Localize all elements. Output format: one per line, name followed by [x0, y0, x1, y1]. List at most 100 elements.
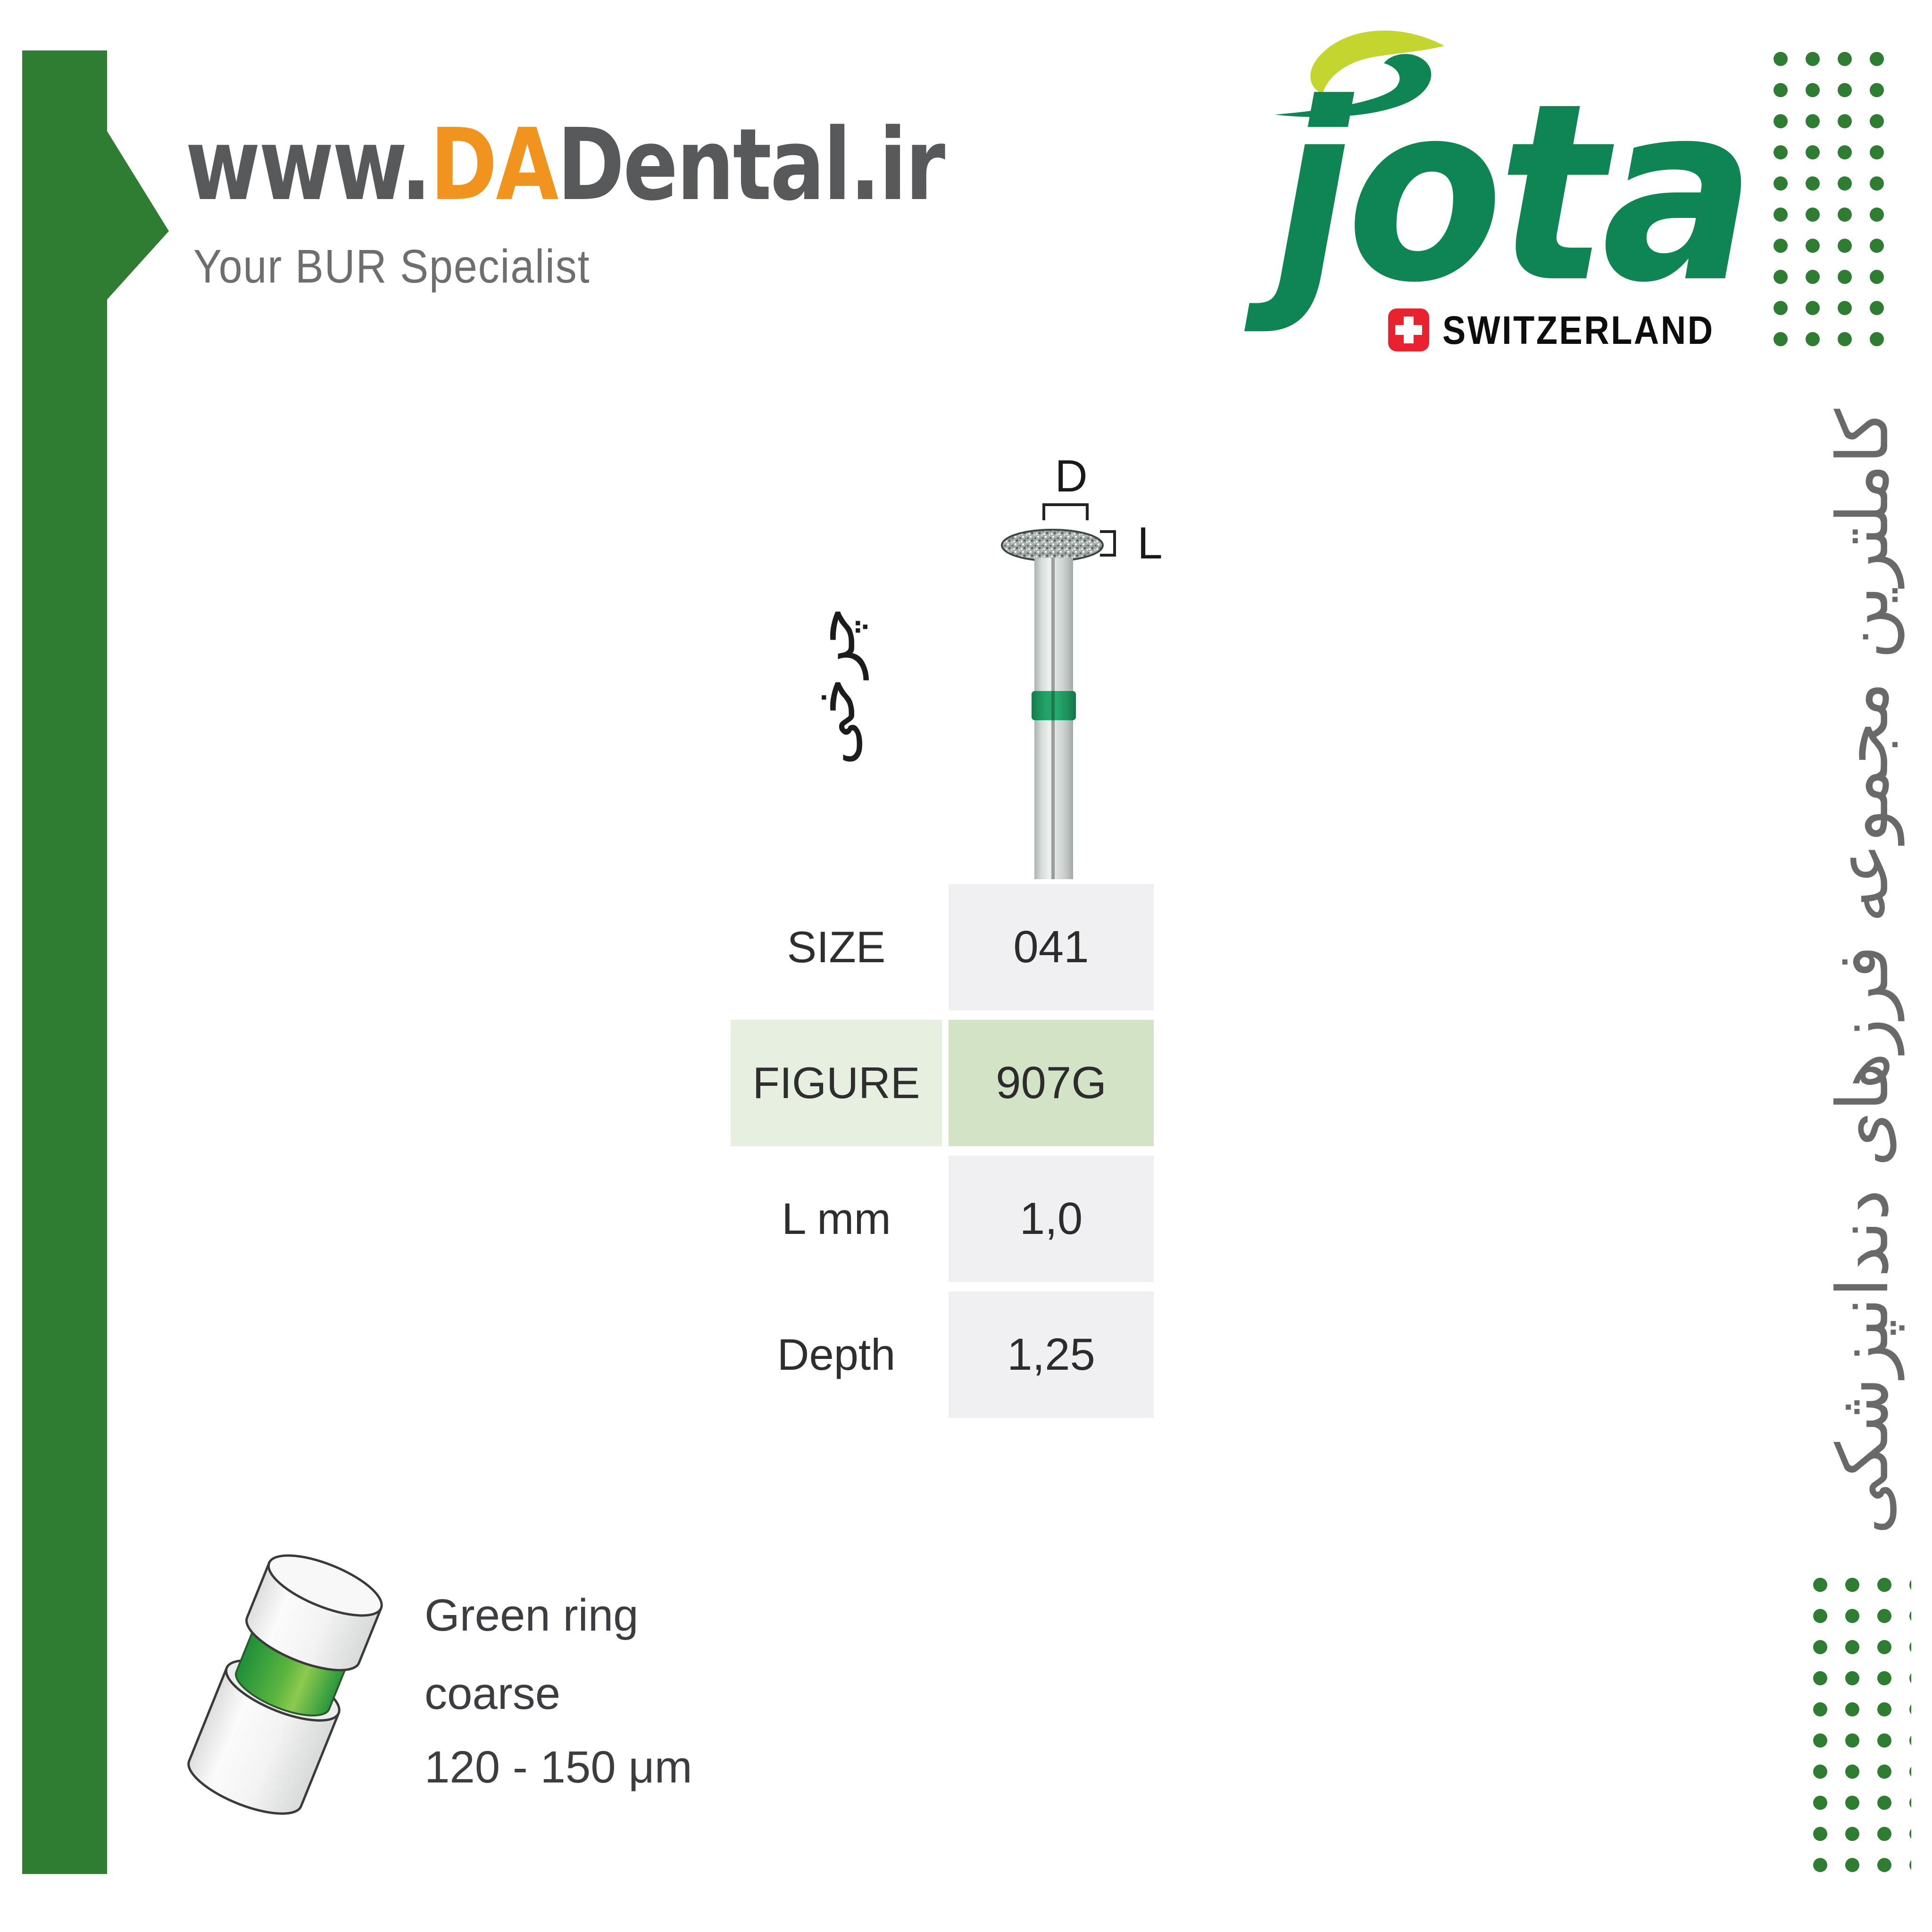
decor-dot [1774, 270, 1788, 284]
swiss-cross-icon [1388, 308, 1429, 351]
decor-dot [1774, 176, 1788, 191]
decor-dot [1870, 83, 1884, 97]
jota-swirl-icon [1274, 30, 1444, 117]
spec-row-label-size: SIZE [787, 922, 886, 972]
decor-dot [1838, 301, 1852, 315]
decor-dot [1877, 1578, 1891, 1592]
decor-dot [1838, 145, 1852, 159]
decor-dot [1838, 52, 1852, 66]
decor-dot [1909, 1733, 1911, 1748]
decor-dot [1774, 239, 1788, 253]
decor-dot [1909, 1796, 1911, 1810]
decor-dot [1813, 1796, 1827, 1810]
spec-row-value-figure: 907G [949, 1020, 1154, 1146]
decor-dot [1870, 176, 1884, 191]
decor-dot [1909, 1609, 1911, 1623]
logo-www: www. [185, 107, 432, 223]
decor-dot [1845, 1858, 1859, 1872]
decor-dot [1838, 114, 1852, 128]
decor-dot [1870, 52, 1884, 66]
shank-ring-illustration [187, 1554, 383, 1815]
decor-dot [1845, 1702, 1859, 1716]
decor-dot [1877, 1671, 1891, 1685]
decor-dot [1909, 1827, 1911, 1841]
decor-dot [1806, 83, 1820, 97]
decor-dot [1838, 83, 1852, 97]
decor-dot [1870, 114, 1884, 128]
decor-dot [1845, 1827, 1859, 1841]
decor-dot [1838, 208, 1852, 222]
decor-dot [1870, 208, 1884, 222]
spec-row-value-size: 041 [949, 884, 1154, 1010]
decor-dot [1806, 52, 1820, 66]
decor-dot [1806, 145, 1820, 159]
decor-dot [1870, 301, 1884, 315]
decor-dot [1838, 332, 1852, 346]
legend-line-3: 120 - 150 μm [425, 1742, 692, 1792]
logo-dental-ir: Dental.ir [557, 107, 945, 223]
decor-dot [1870, 332, 1884, 346]
decor-dot [1877, 1609, 1891, 1623]
decor-dot [1813, 1609, 1827, 1623]
decor-dot [1813, 1858, 1827, 1872]
dot-grid-top-right [1774, 52, 1915, 363]
decor-dot [1838, 176, 1852, 191]
decor-dot [1838, 239, 1852, 253]
swiss-cross-horizontal [1395, 325, 1422, 335]
decor-dot [1806, 301, 1820, 315]
decor-dot [1845, 1609, 1859, 1623]
ribbon-accent [22, 50, 169, 1874]
logo-da: DA [430, 107, 559, 223]
spec-row-label-lmm: L mm [782, 1194, 891, 1243]
decor-dot [1877, 1827, 1891, 1841]
bur-grit-ring-centerline [1051, 691, 1055, 720]
legend-line-1: Green ring [425, 1590, 639, 1641]
decor-dot [1909, 1858, 1911, 1872]
decor-dot [1877, 1702, 1891, 1716]
decor-dot [1806, 239, 1820, 253]
decor-dot [1845, 1796, 1859, 1810]
decor-dot [1909, 1765, 1911, 1779]
persian-wheel-label: چرخی [799, 607, 869, 766]
decor-dot [1877, 1640, 1891, 1654]
decor-dot [1806, 176, 1820, 191]
decor-dot [1845, 1733, 1859, 1748]
decor-dot [1909, 1640, 1911, 1654]
decor-dot [1813, 1765, 1827, 1779]
bur-head [1001, 529, 1104, 562]
decor-dot [1774, 208, 1788, 222]
bur-grit-ring [1032, 691, 1076, 720]
length-dim-label: L [1137, 518, 1163, 568]
site-logo: www.DADental.ir [185, 116, 945, 215]
decor-dot [1877, 1796, 1891, 1810]
decor-dot [1806, 270, 1820, 284]
spec-row-label-figure: FIGURE [731, 1020, 942, 1146]
decor-dot [1870, 145, 1884, 159]
legend-line-2: coarse [425, 1668, 561, 1719]
decor-dot [1909, 1671, 1911, 1685]
decor-dot [1806, 208, 1820, 222]
swirl-lime-crescent [1310, 30, 1444, 94]
decor-dot [1877, 1733, 1891, 1748]
swirl-green-crescent [1274, 54, 1432, 117]
decor-dot [1806, 332, 1820, 346]
decor-dot [1813, 1702, 1827, 1716]
decor-dot [1774, 145, 1788, 159]
decor-dot [1870, 270, 1884, 284]
jota-wordmark: jota [1274, 50, 1756, 336]
decor-dot [1845, 1671, 1859, 1685]
diameter-bracket [1042, 503, 1089, 520]
decor-dot [1774, 52, 1788, 66]
persian-side-text: کاملترین مجموعه فرزهای دندانپزشکی [1822, 408, 1904, 1535]
brand-tagline: Your BUR Specialist [193, 240, 591, 293]
length-bracket [1100, 530, 1116, 557]
decor-dot [1813, 1671, 1827, 1685]
decor-dot [1909, 1578, 1911, 1592]
decor-dot [1813, 1827, 1827, 1841]
spec-row-value-lmm: 1,0 [949, 1156, 1154, 1282]
decor-dot [1806, 114, 1820, 128]
decor-dot [1774, 332, 1788, 346]
diameter-dim-label: D [1055, 451, 1088, 501]
